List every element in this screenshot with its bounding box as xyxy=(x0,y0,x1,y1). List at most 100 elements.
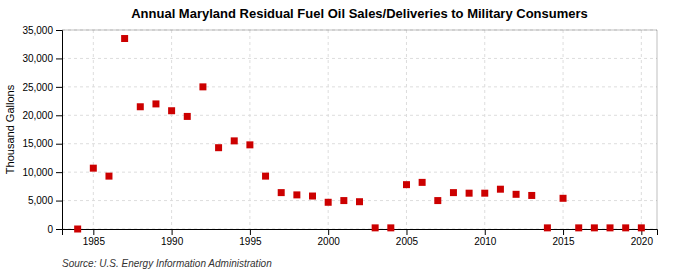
point xyxy=(340,197,347,204)
tick: 20,000 xyxy=(22,110,62,121)
point xyxy=(231,137,238,144)
tick: 2015 xyxy=(552,229,575,247)
x-axis: 1985 1990 1995 2000 2005 2010 2015 2020 xyxy=(63,229,658,247)
point xyxy=(74,226,81,233)
tick-mark xyxy=(56,115,62,116)
point xyxy=(638,224,645,231)
frame xyxy=(62,30,657,31)
point xyxy=(403,181,410,188)
tick-mark xyxy=(56,87,62,88)
tick-mark xyxy=(406,229,407,235)
tick-label: 2015 xyxy=(552,236,575,247)
tick-label: 15,000 xyxy=(22,138,53,149)
tick-label: 10,000 xyxy=(22,167,53,178)
tick-mark xyxy=(485,229,486,235)
tick-label: 2000 xyxy=(318,236,341,247)
point xyxy=(622,224,629,231)
tick-mark xyxy=(172,229,173,235)
point xyxy=(199,83,206,90)
tick-label: 25,000 xyxy=(22,82,53,93)
point xyxy=(466,190,473,197)
grid xyxy=(62,30,657,229)
point xyxy=(325,199,332,206)
point xyxy=(168,107,175,114)
tick: 10,000 xyxy=(22,167,62,178)
point xyxy=(372,224,379,231)
points xyxy=(74,35,645,232)
tick: 2005 xyxy=(396,229,419,247)
tick: 2020 xyxy=(631,229,654,247)
point xyxy=(528,192,535,199)
tick-label: 2020 xyxy=(631,236,654,247)
tick-mark xyxy=(250,229,251,235)
grid-line-x xyxy=(171,30,172,229)
point xyxy=(591,224,598,231)
point xyxy=(544,224,551,231)
grid-line-y xyxy=(62,115,657,116)
point xyxy=(278,189,285,196)
point xyxy=(481,190,488,197)
grid-line-y xyxy=(62,58,657,59)
point xyxy=(90,165,97,172)
point xyxy=(497,186,504,193)
point xyxy=(513,191,520,198)
point xyxy=(309,193,316,200)
y-axis: 0 5,000 10,000 15,000 20,000 25,000 30,000 35,0… xyxy=(22,25,62,235)
grid-line-y xyxy=(62,30,657,31)
annotation: Source: U.S. Energy Information Administ… xyxy=(62,258,272,269)
tick-mark xyxy=(328,229,329,235)
tick-label: 20,000 xyxy=(22,110,53,121)
point xyxy=(246,141,253,148)
point xyxy=(434,197,441,204)
point xyxy=(560,195,567,202)
tick-label: 1985 xyxy=(83,236,106,247)
chart: 1985 1990 1995 2000 2005 2010 2015 2020 0 5,000 10… xyxy=(0,0,675,275)
point xyxy=(419,179,426,186)
grid-line-y xyxy=(62,143,657,144)
point xyxy=(293,191,300,198)
grid-line-x xyxy=(249,30,250,229)
point xyxy=(607,224,614,231)
point xyxy=(184,113,191,120)
title: Annual Maryland Residual Fuel Oil Sales/… xyxy=(131,6,588,21)
tick-mark xyxy=(93,229,94,235)
tick: 5,000 xyxy=(28,195,62,206)
point xyxy=(356,198,363,205)
tick: 1995 xyxy=(239,229,262,247)
grid-line-x xyxy=(641,30,642,229)
axis-line xyxy=(63,230,658,236)
tick-mark xyxy=(56,30,62,31)
grid-line-y xyxy=(62,86,657,87)
tick: 2000 xyxy=(318,229,341,247)
tick: 35,000 xyxy=(22,25,62,36)
tick-label: 2005 xyxy=(396,236,419,247)
tick: 1985 xyxy=(83,229,106,247)
tick: 1990 xyxy=(161,229,184,247)
point xyxy=(450,189,457,196)
axis-line xyxy=(56,31,63,230)
tick: 15,000 xyxy=(22,138,62,149)
grid-line-x xyxy=(93,30,94,229)
tick: 30,000 xyxy=(22,53,62,64)
point xyxy=(215,144,222,151)
point xyxy=(152,100,159,107)
plot-area: 1985 1990 1995 2000 2005 2010 2015 2020 0 5,000 10… xyxy=(22,25,657,247)
tick-label: 5,000 xyxy=(28,195,53,206)
point xyxy=(121,35,128,42)
tick-label: 0 xyxy=(47,224,53,235)
tick: 2010 xyxy=(474,229,497,247)
point xyxy=(105,173,112,180)
tick-label: 2010 xyxy=(474,236,497,247)
grid-line-x xyxy=(406,30,407,229)
tick-label: 35,000 xyxy=(22,25,53,36)
point xyxy=(137,103,144,110)
frame xyxy=(657,30,658,229)
tick: 0 xyxy=(47,224,62,235)
point xyxy=(262,173,269,180)
y-axis-title: Thousand Gallons xyxy=(4,84,16,174)
tick-mark xyxy=(56,172,62,173)
grid-line-y xyxy=(62,172,657,173)
tick-mark xyxy=(56,58,62,59)
tick-mark xyxy=(56,201,62,202)
grid-line-x xyxy=(484,30,485,229)
